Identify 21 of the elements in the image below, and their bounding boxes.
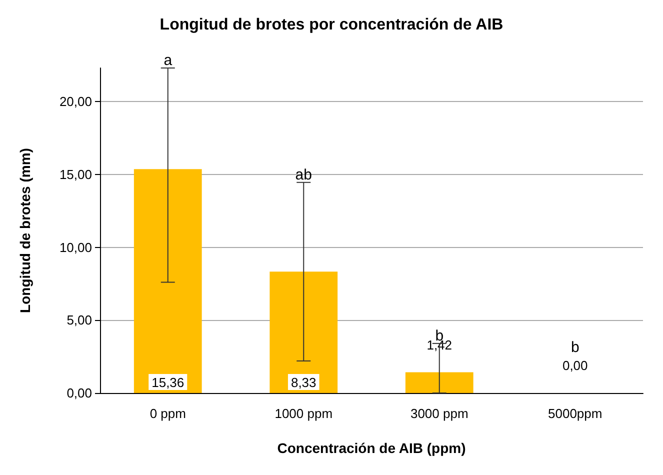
y-tick-label: 5,00 <box>66 312 92 328</box>
x-axis-title: Concentración de AIB (ppm) <box>277 440 466 456</box>
annotation: b <box>570 339 580 356</box>
chart-title: Longitud de brotes por concentración de AIB <box>160 16 504 34</box>
x-tick-label: 3000 ppm <box>410 406 468 421</box>
y-tick-label: 20,00 <box>59 94 92 110</box>
annotation: a <box>164 52 173 69</box>
y-axis-title: Longitud de brotes (mm) <box>17 148 33 313</box>
data-label: 0,00 <box>562 358 588 373</box>
y-tick-label: 10,00 <box>59 240 92 255</box>
x-tick-label: 0 ppm <box>150 406 186 421</box>
y-tick-label: 0,00 <box>66 386 92 400</box>
data-label: 15,36 <box>152 375 184 390</box>
bar <box>405 372 474 393</box>
y-tick-label: 15,00 <box>59 166 92 182</box>
x-tick-label: 1000 ppm <box>274 406 333 421</box>
annotation: ab <box>295 166 312 184</box>
x-tick-label: 5000ppm <box>548 406 602 421</box>
bar <box>270 272 338 393</box>
bar <box>134 169 202 393</box>
data-label: 8,33 <box>290 375 316 390</box>
